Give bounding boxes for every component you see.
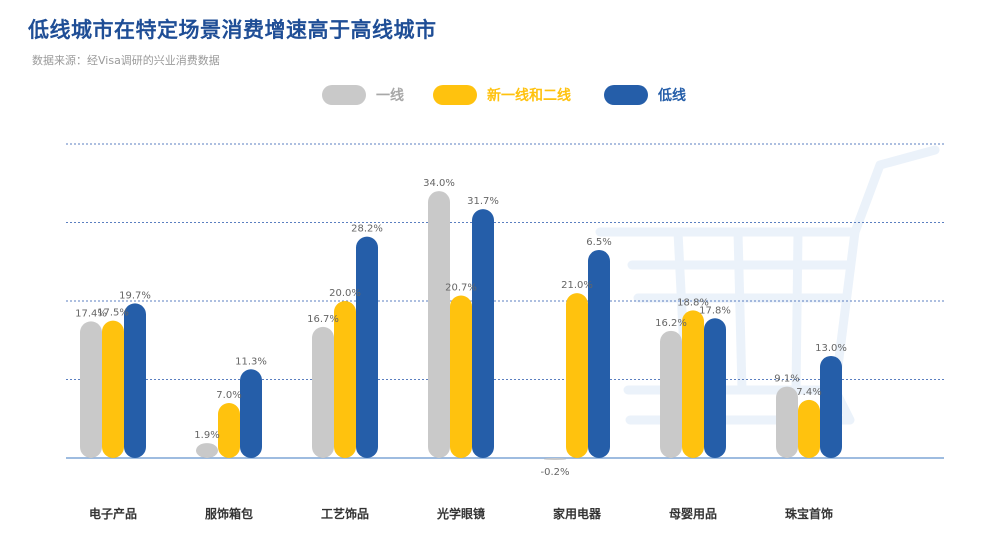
legend-label-lower-tier: 低线 xyxy=(658,88,686,104)
value-label-2-6: 18.8% xyxy=(677,297,709,308)
value-label-2-7: 7.4% xyxy=(796,387,821,398)
legend-swatch-lower-tier xyxy=(604,85,648,105)
bar-3-4 xyxy=(472,209,494,458)
category-label-1: 电子产品 xyxy=(89,506,137,521)
chart-title: 低线城市在特定场景消费增速高于高线城市 xyxy=(28,18,437,42)
legend-label-tier1: 一线 xyxy=(376,88,404,104)
bar-1-3 xyxy=(312,326,334,458)
category-labels: 电子产品 服饰箱包 工艺饰品 光学眼镜 家用电器 母婴用品 珠宝首饰 xyxy=(89,506,833,521)
value-label-2-5: 21.0% xyxy=(561,280,593,291)
value-label-1-1: 17.4% xyxy=(75,308,107,319)
bar-3-6 xyxy=(704,318,726,458)
value-label-1-2: 1.9% xyxy=(194,430,219,441)
value-label-1-5: -0.2% xyxy=(540,467,569,478)
value-label-1-3: 16.7% xyxy=(307,314,339,325)
value-label-1-7: 9.1% xyxy=(774,374,799,385)
bar-2-6 xyxy=(682,310,704,458)
value-label-1-6: 16.2% xyxy=(655,318,687,329)
bar-3-2 xyxy=(240,369,262,458)
category-label-5: 家用电器 xyxy=(553,506,602,521)
bar-1-6 xyxy=(660,330,682,458)
legend-swatch-tier2 xyxy=(433,85,477,105)
value-label-2-3: 20.0% xyxy=(329,288,361,299)
value-labels: 17.4%17.5% 19.7% 1.9% 7.0% 11.3% 16.7% 20.0% 28… xyxy=(75,178,847,478)
bar-2-3 xyxy=(334,301,356,458)
bars xyxy=(80,191,842,460)
category-label-7: 珠宝首饰 xyxy=(785,506,833,521)
bar-1-2 xyxy=(196,443,218,458)
data-source-note: 数据来源：经Visa调研的兴业消费数据 xyxy=(32,54,220,67)
gridlines xyxy=(66,143,944,459)
bar-2-7 xyxy=(798,399,820,458)
category-label-3: 工艺饰品 xyxy=(321,506,369,521)
category-label-4: 光学眼镜 xyxy=(436,506,485,521)
value-label-3-6: 17.8% xyxy=(699,305,731,316)
legend-label-tier2: 新一线和二线 xyxy=(487,88,571,104)
category-label-6: 母婴用品 xyxy=(669,507,717,521)
bar-2-5 xyxy=(566,293,588,458)
value-label-3-5: 6.5% xyxy=(586,237,611,248)
legend-item-tier1: 一线 xyxy=(322,82,404,108)
value-label-2-1: 17.5% xyxy=(97,308,129,319)
bar-2-4 xyxy=(450,295,472,458)
legend-item-lower-tier: 低线 xyxy=(604,82,686,108)
bar-1-1 xyxy=(80,321,102,458)
bar-3-1 xyxy=(124,303,146,458)
bar-2-2 xyxy=(218,403,240,458)
value-label-3-7: 13.0% xyxy=(815,343,847,354)
legend: 一线 新一线和二线 低线 xyxy=(0,82,1000,108)
bar-2-1 xyxy=(102,320,124,458)
value-label-2-4: 20.7% xyxy=(445,283,477,294)
bar-1-5 xyxy=(544,458,566,460)
bar-1-4 xyxy=(428,191,450,458)
value-label-3-2: 11.3% xyxy=(235,356,267,367)
category-label-2: 服饰箱包 xyxy=(205,506,253,521)
bar-1-7 xyxy=(776,386,798,458)
legend-item-tier2: 新一线和二线 xyxy=(433,82,571,108)
bar-3-5 xyxy=(588,249,610,458)
bar-3-7 xyxy=(820,355,842,458)
value-label-2-2: 7.0% xyxy=(216,390,241,401)
legend-swatch-tier1 xyxy=(322,85,366,105)
value-label-3-3: 28.2% xyxy=(351,224,383,235)
value-label-1-4: 34.0% xyxy=(423,178,455,189)
value-label-3-1: 19.7% xyxy=(119,290,151,301)
bar-3-3 xyxy=(356,236,378,458)
value-label-3-4: 31.7% xyxy=(467,196,499,207)
